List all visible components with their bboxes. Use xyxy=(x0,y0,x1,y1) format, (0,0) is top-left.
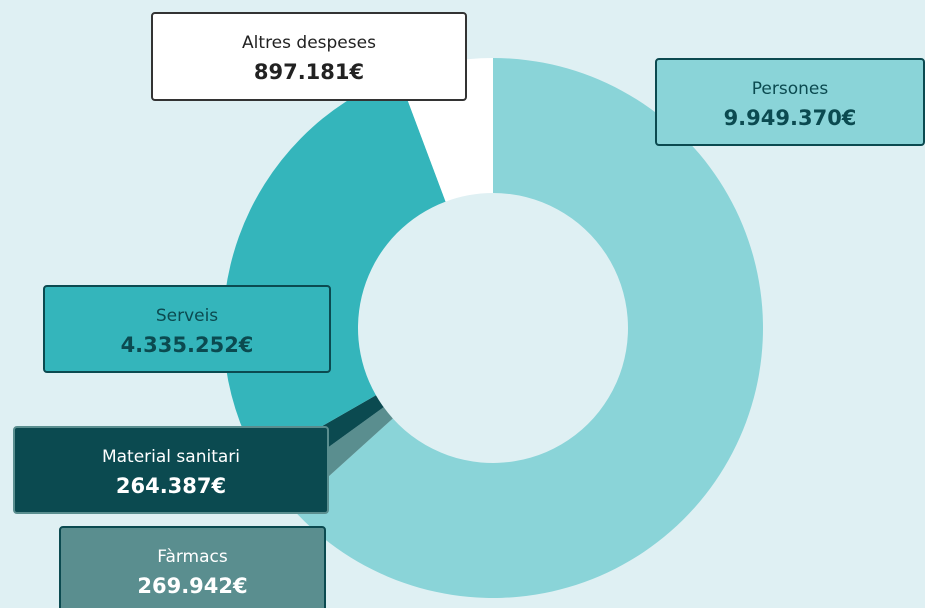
label-background xyxy=(655,58,925,146)
value-label: 269.942€ xyxy=(137,574,247,598)
value-label: 264.387€ xyxy=(116,474,226,498)
label-box: Altres despeses 897.181€ xyxy=(151,12,467,101)
label-background xyxy=(43,285,331,373)
label-background xyxy=(59,526,326,608)
value-label: 9.949.370€ xyxy=(724,106,857,130)
label-box: Serveis 4.335.252€ xyxy=(43,285,331,373)
donut-slice xyxy=(223,75,446,463)
value-label: 897.181€ xyxy=(254,60,364,84)
label-box: Persones 9.949.370€ xyxy=(655,58,925,146)
category-label: Material sanitari xyxy=(102,447,240,467)
label-background xyxy=(151,12,467,101)
label-box: Material sanitari 264.387€ xyxy=(13,426,329,514)
label-background xyxy=(13,426,329,514)
category-label: Serveis xyxy=(156,306,218,326)
category-label: Persones xyxy=(752,79,829,99)
donut-slice xyxy=(292,58,764,599)
value-label: 4.335.252€ xyxy=(121,333,254,357)
label-box: Fàrmacs 269.942€ xyxy=(59,526,326,608)
category-label: Fàrmacs xyxy=(157,547,228,567)
category-label: Altres despeses xyxy=(242,33,376,53)
